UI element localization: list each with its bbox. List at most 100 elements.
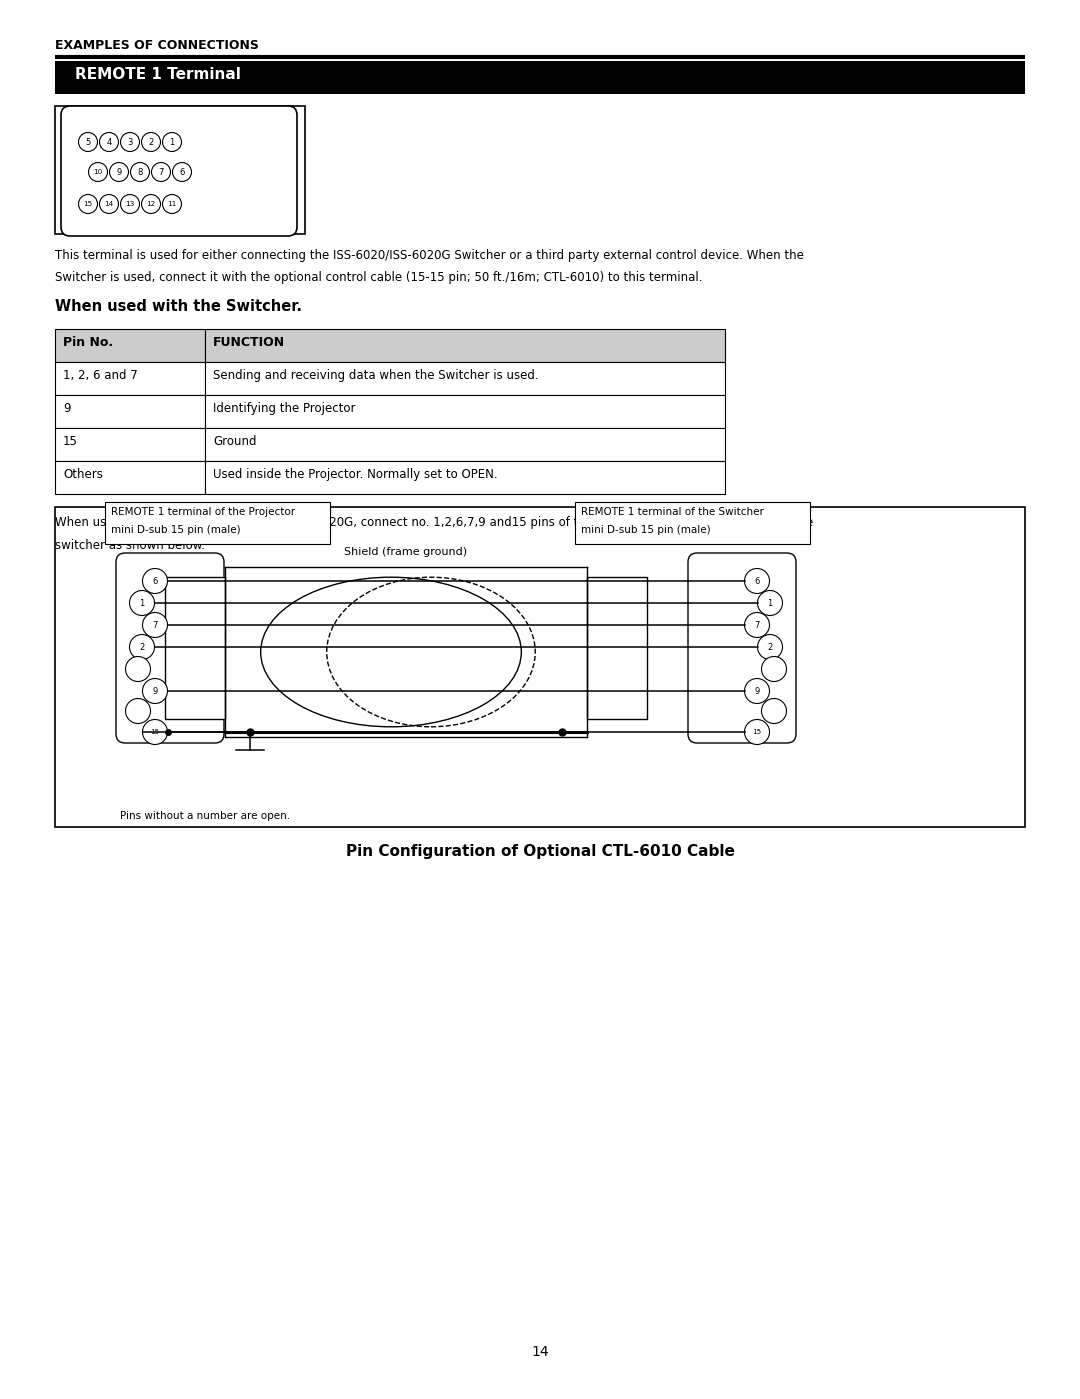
Text: 10: 10	[93, 169, 103, 175]
Bar	[55, 62, 1025, 94]
Text: 4: 4	[106, 137, 111, 147]
Text: FUNCTION: FUNCTION	[213, 336, 285, 348]
Text: 1: 1	[768, 599, 772, 607]
FancyBboxPatch shape	[55, 106, 305, 234]
Circle shape	[143, 568, 167, 593]
Circle shape	[125, 698, 150, 723]
Circle shape	[79, 194, 97, 214]
Circle shape	[130, 635, 154, 659]
Text: 7: 7	[159, 168, 164, 176]
FancyBboxPatch shape	[205, 428, 725, 462]
Text: REMOTE 1 terminal of the Switcher: REMOTE 1 terminal of the Switcher	[581, 506, 764, 518]
Circle shape	[99, 133, 119, 151]
Circle shape	[125, 656, 150, 681]
FancyBboxPatch shape	[55, 362, 205, 395]
Circle shape	[744, 679, 769, 704]
FancyBboxPatch shape	[205, 395, 725, 428]
FancyBboxPatch shape	[588, 576, 647, 719]
Text: 15: 15	[150, 729, 160, 734]
Text: 7: 7	[754, 621, 759, 630]
FancyBboxPatch shape	[165, 576, 225, 719]
Text: mini D-sub 15 pin (male): mini D-sub 15 pin (male)	[581, 525, 711, 534]
FancyBboxPatch shape	[116, 553, 224, 743]
Text: Pins without a number are open.: Pins without a number are open.	[120, 811, 291, 821]
Text: 9: 9	[63, 402, 70, 416]
Text: 2: 2	[768, 642, 772, 652]
Text: REMOTE 1 Terminal: REMOTE 1 Terminal	[75, 67, 241, 83]
FancyBboxPatch shape	[105, 502, 330, 544]
FancyBboxPatch shape	[205, 329, 725, 362]
Text: Others: Others	[63, 469, 103, 481]
Circle shape	[744, 568, 769, 593]
Circle shape	[141, 133, 161, 151]
Circle shape	[143, 613, 167, 638]
Text: Shield (frame ground): Shield (frame ground)	[345, 547, 468, 557]
FancyBboxPatch shape	[55, 395, 205, 428]
Text: 1: 1	[170, 137, 175, 147]
Text: Used inside the Projector. Normally set to OPEN.: Used inside the Projector. Normally set …	[213, 469, 498, 481]
Text: 15: 15	[753, 729, 761, 734]
Text: When used with the Switcher.: When used with the Switcher.	[55, 299, 302, 313]
Text: 12: 12	[147, 201, 156, 207]
Circle shape	[151, 162, 171, 182]
Circle shape	[143, 679, 167, 704]
Text: EXAMPLES OF CONNECTIONS: EXAMPLES OF CONNECTIONS	[55, 39, 259, 52]
Text: 6: 6	[754, 576, 759, 586]
FancyBboxPatch shape	[55, 506, 1025, 827]
Text: 1: 1	[139, 599, 145, 607]
Text: Ground: Ground	[213, 435, 257, 448]
Text: 14: 14	[531, 1344, 549, 1358]
Text: 5: 5	[85, 137, 91, 147]
FancyBboxPatch shape	[575, 502, 810, 544]
Text: 2: 2	[148, 137, 153, 147]
Text: 9: 9	[117, 168, 122, 176]
Text: 14: 14	[105, 201, 113, 207]
Text: Pin Configuration of Optional CTL-6010 Cable: Pin Configuration of Optional CTL-6010 C…	[346, 844, 734, 859]
FancyBboxPatch shape	[60, 106, 297, 236]
Text: 15: 15	[63, 435, 78, 448]
Circle shape	[173, 162, 191, 182]
Text: REMOTE 1 terminal of the Projector: REMOTE 1 terminal of the Projector	[111, 506, 295, 518]
Text: mini D-sub 15 pin (male): mini D-sub 15 pin (male)	[111, 525, 241, 534]
FancyBboxPatch shape	[55, 428, 205, 462]
Circle shape	[162, 133, 181, 151]
Circle shape	[109, 162, 129, 182]
Text: switcher as shown below.: switcher as shown below.	[55, 539, 205, 553]
Circle shape	[744, 613, 769, 638]
FancyBboxPatch shape	[205, 462, 725, 494]
Text: 6: 6	[179, 168, 185, 176]
Circle shape	[757, 635, 783, 659]
FancyBboxPatch shape	[55, 329, 205, 362]
Text: 3: 3	[127, 137, 133, 147]
Text: 15: 15	[83, 201, 93, 207]
Circle shape	[761, 698, 786, 723]
Text: 7: 7	[152, 621, 158, 630]
Circle shape	[99, 194, 119, 214]
Circle shape	[141, 194, 161, 214]
FancyBboxPatch shape	[205, 362, 725, 395]
Text: 9: 9	[152, 687, 158, 695]
FancyBboxPatch shape	[688, 553, 796, 743]
Circle shape	[143, 719, 167, 744]
Circle shape	[89, 162, 108, 182]
Text: Sending and receiving data when the Switcher is used.: Sending and receiving data when the Swit…	[213, 369, 539, 382]
Text: When using with the Switcher ISS-6020/ISS-6020G, connect no. 1,2,6,7,9 and15 pin: When using with the Switcher ISS-6020/IS…	[55, 516, 813, 529]
Circle shape	[162, 194, 181, 214]
Text: 9: 9	[754, 687, 759, 695]
Circle shape	[744, 719, 769, 744]
Text: 6: 6	[152, 576, 158, 586]
Text: Pin No.: Pin No.	[63, 336, 113, 348]
FancyBboxPatch shape	[55, 462, 205, 494]
Text: 8: 8	[137, 168, 143, 176]
Text: Identifying the Projector: Identifying the Projector	[213, 402, 355, 416]
Circle shape	[79, 133, 97, 151]
Circle shape	[121, 194, 139, 214]
Circle shape	[121, 133, 139, 151]
Text: Switcher is used, connect it with the optional control cable (15-15 pin; 50 ft./: Switcher is used, connect it with the op…	[55, 271, 702, 284]
Circle shape	[130, 590, 154, 616]
Circle shape	[761, 656, 786, 681]
Text: 1, 2, 6 and 7: 1, 2, 6 and 7	[63, 369, 138, 382]
Text: 13: 13	[125, 201, 135, 207]
Text: This terminal is used for either connecting the ISS-6020/ISS-6020G Switcher or a: This terminal is used for either connect…	[55, 249, 804, 262]
Text: 11: 11	[167, 201, 177, 207]
